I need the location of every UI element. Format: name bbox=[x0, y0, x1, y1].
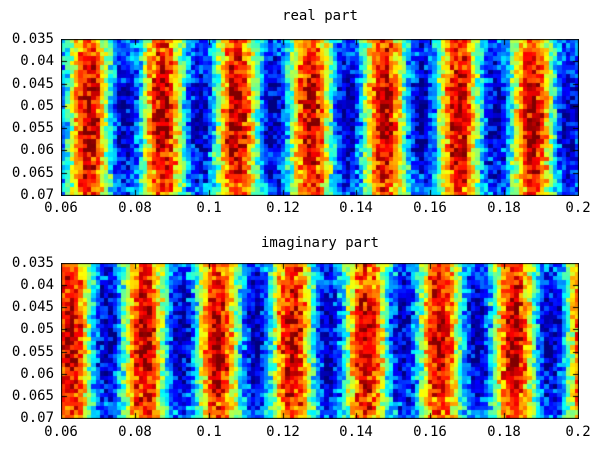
y-tick-label: 0.05 bbox=[20, 321, 54, 337]
x-tick-label: 0.12 bbox=[266, 424, 300, 440]
real-part-heatmap bbox=[61, 39, 579, 196]
x-tick-label: 0.18 bbox=[487, 424, 521, 440]
x-tick-label: 0.18 bbox=[487, 200, 521, 216]
y-tick-label: 0.06 bbox=[20, 366, 54, 382]
y-tick-label: 0.06 bbox=[20, 142, 54, 158]
x-tick-label: 0.08 bbox=[118, 200, 152, 216]
x-tick-label: 0.14 bbox=[339, 424, 373, 440]
x-tick-label: 0.16 bbox=[413, 200, 447, 216]
y-tick-label: 0.055 bbox=[11, 120, 54, 136]
imaginary-part-heatmap bbox=[61, 263, 579, 419]
x-tick-label: 0.1 bbox=[196, 424, 222, 440]
y-tick-label: 0.035 bbox=[11, 255, 54, 271]
y-tick-label: 0.035 bbox=[11, 31, 54, 47]
x-tick-label: 0.06 bbox=[44, 200, 78, 216]
x-tick-label: 0.12 bbox=[266, 200, 300, 216]
y-tick-label: 0.04 bbox=[20, 53, 54, 69]
y-tick-label: 0.055 bbox=[11, 344, 54, 360]
y-tick-label: 0.045 bbox=[11, 299, 54, 315]
y-tick-label: 0.05 bbox=[20, 98, 54, 114]
y-tick-label: 0.07 bbox=[20, 187, 54, 203]
y-tick-label: 0.045 bbox=[11, 76, 54, 92]
real-part-title: real part bbox=[282, 8, 358, 24]
x-tick-label: 0.1 bbox=[196, 200, 222, 216]
x-tick-label: 0.2 bbox=[565, 200, 591, 216]
y-tick-label: 0.07 bbox=[20, 410, 54, 426]
y-tick-label: 0.065 bbox=[11, 165, 54, 181]
x-tick-label: 0.16 bbox=[413, 424, 447, 440]
imaginary-part-title: imaginary part bbox=[260, 235, 379, 251]
x-tick-label: 0.2 bbox=[565, 424, 591, 440]
x-tick-label: 0.08 bbox=[118, 424, 152, 440]
x-tick-label: 0.06 bbox=[44, 424, 78, 440]
y-tick-label: 0.065 bbox=[11, 388, 54, 404]
y-tick-label: 0.04 bbox=[20, 277, 54, 293]
x-tick-label: 0.14 bbox=[339, 200, 373, 216]
